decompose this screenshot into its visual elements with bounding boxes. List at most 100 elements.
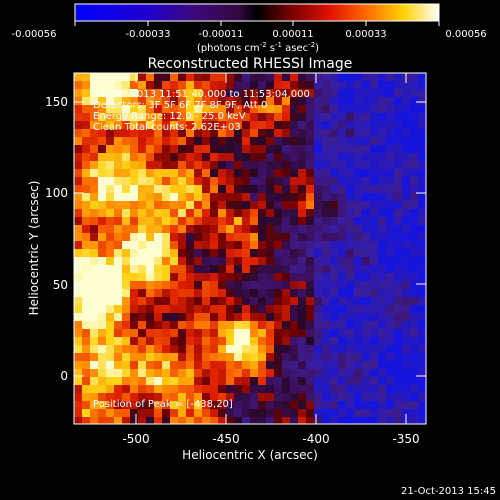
image-pixel <box>162 257 170 265</box>
image-pixel <box>122 297 130 305</box>
image-pixel <box>370 201 378 209</box>
image-pixel <box>114 233 122 241</box>
image-pixel <box>314 297 322 305</box>
image-pixel <box>306 289 314 297</box>
image-pixel <box>146 185 154 193</box>
image-pixel <box>354 257 362 265</box>
image-pixel <box>234 361 242 369</box>
image-pixel <box>274 329 282 337</box>
image-pixel <box>226 105 234 113</box>
image-pixel <box>290 393 298 401</box>
image-pixel <box>314 281 322 289</box>
image-pixel <box>322 361 330 369</box>
image-pixel <box>378 113 386 121</box>
image-pixel <box>178 409 186 417</box>
image-pixel <box>146 153 154 161</box>
image-pixel <box>410 281 418 289</box>
image-pixel <box>306 241 314 249</box>
image-pixel <box>274 113 282 121</box>
image-pixel <box>298 377 306 385</box>
image-pixel <box>106 337 114 345</box>
image-pixel <box>402 369 410 377</box>
colorbar-tick-label: 0.00011 <box>272 29 313 40</box>
image-pixel <box>266 273 274 281</box>
image-pixel <box>370 409 378 417</box>
image-pixel <box>234 305 242 313</box>
image-pixel <box>194 153 202 161</box>
image-pixel <box>106 121 114 129</box>
image-pixel <box>114 97 122 105</box>
image-pixel <box>250 409 258 417</box>
image-pixel <box>370 377 378 385</box>
image-pixel <box>138 377 146 385</box>
image-pixel <box>402 81 410 89</box>
image-pixel <box>290 129 298 137</box>
image-pixel <box>186 345 194 353</box>
image-pixel <box>130 121 138 129</box>
image-pixel <box>122 313 130 321</box>
image-pixel <box>90 177 98 185</box>
image-pixel <box>378 337 386 345</box>
image-pixel <box>122 201 130 209</box>
image-pixel <box>338 233 346 241</box>
image-pixel <box>290 73 298 81</box>
image-pixel <box>114 345 122 353</box>
image-pixel <box>154 353 162 361</box>
image-pixel <box>314 393 322 401</box>
image-pixel <box>378 145 386 153</box>
image-pixel <box>266 129 274 137</box>
image-pixel <box>402 297 410 305</box>
image-pixel <box>410 121 418 129</box>
image-pixel <box>170 129 178 137</box>
image-pixel <box>74 361 82 369</box>
image-pixel <box>162 241 170 249</box>
image-pixel <box>418 273 426 281</box>
image-pixel <box>106 401 114 409</box>
image-pixel <box>394 305 402 313</box>
image-pixel <box>130 153 138 161</box>
image-pixel <box>274 289 282 297</box>
image-pixel <box>314 225 322 233</box>
image-pixel <box>146 129 154 137</box>
image-pixel <box>346 289 354 297</box>
image-pixel <box>274 201 282 209</box>
image-pixel <box>298 369 306 377</box>
image-pixel <box>106 81 114 89</box>
image-pixel <box>314 337 322 345</box>
image-pixel <box>378 321 386 329</box>
image-pixel <box>74 305 82 313</box>
image-pixel <box>194 321 202 329</box>
image-pixel <box>138 217 146 225</box>
image-pixel <box>218 201 226 209</box>
image-pixel <box>370 345 378 353</box>
image-pixel <box>74 345 82 353</box>
image-pixel <box>338 249 346 257</box>
image-pixel <box>226 73 234 81</box>
image-pixel <box>386 329 394 337</box>
image-pixel <box>298 185 306 193</box>
image-pixel <box>130 361 138 369</box>
image-pixel <box>154 281 162 289</box>
image-pixel <box>234 225 242 233</box>
image-pixel <box>338 289 346 297</box>
image-pixel <box>402 105 410 113</box>
image-pixel <box>114 241 122 249</box>
image-pixel <box>90 193 98 201</box>
image-pixel <box>114 249 122 257</box>
image-pixel <box>394 257 402 265</box>
image-pixel <box>362 345 370 353</box>
image-pixel <box>154 417 162 424</box>
image-pixel <box>106 225 114 233</box>
image-pixel <box>202 249 210 257</box>
image-pixel <box>306 401 314 409</box>
image-pixel <box>314 313 322 321</box>
image-pixel <box>130 369 138 377</box>
image-pixel <box>146 297 154 305</box>
image-pixel <box>314 273 322 281</box>
image-pixel <box>90 89 98 97</box>
image-pixel <box>154 113 162 121</box>
image-pixel <box>154 361 162 369</box>
image-pixel <box>170 305 178 313</box>
image-pixel <box>322 249 330 257</box>
